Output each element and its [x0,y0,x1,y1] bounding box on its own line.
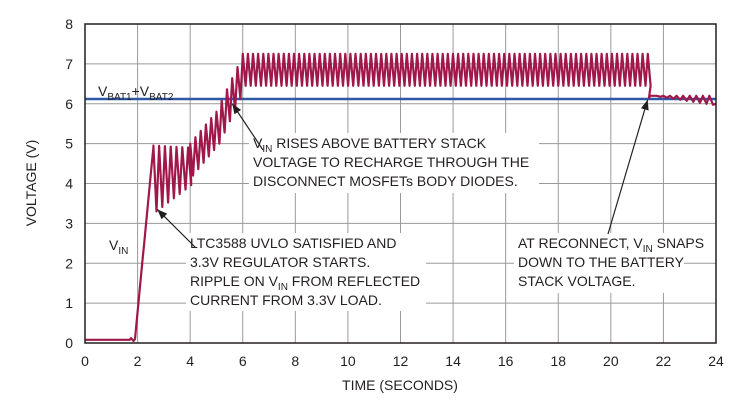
x-tick-label: 8 [291,353,299,369]
annotation-text-line: CURRENT FROM 3.3V LOAD. [190,292,382,308]
x-tick-label: 14 [445,353,461,369]
plot-border [84,23,717,344]
annotation-text-line: LTC3588 UVLO SATISFIED AND [190,235,396,251]
y-tick-label: 3 [65,215,73,231]
y-tick-label: 1 [65,295,73,311]
x-tick-label: 6 [239,353,247,369]
y-tick-label: 5 [65,136,73,152]
annotation-uvlo: LTC3588 UVLO SATISFIED AND 3.3V REGULATOR… [156,208,426,311]
reference-line-label: VBAT1+VBAT2 [98,83,174,103]
x-tick-label: 0 [81,353,89,369]
annotation-background [186,233,426,311]
y-tick-label: 4 [65,176,73,192]
x-tick-label: 12 [393,353,409,369]
y-tick-label: 0 [65,335,73,351]
annotation-arrow-line [607,99,649,235]
annotation-background [249,133,539,193]
x-tick-label: 20 [603,353,619,369]
plot-frame [84,23,717,344]
y-tick-label: 2 [65,255,73,271]
annotation-text-line: VOLTAGE TO RECHARGE THROUGH THE [253,154,529,170]
annotation-arrow-head [232,103,242,115]
vin-series-label: VIN [109,237,128,257]
x-tick-label: 10 [340,353,356,369]
y-tick-label: 7 [65,56,73,72]
annotation-text-line: RIPPLE ON VIN FROM REFLECTED [190,273,420,293]
x-tick-label: 22 [656,353,672,369]
x-tick-label: 24 [708,353,724,369]
vin-trace-group [85,52,717,343]
annotation-text-line: STACK VOLTAGE. [518,273,635,289]
annotation-text-line: AT RECONNECT, VIN SNAPS [518,235,704,255]
y-tick-label: 8 [65,16,73,32]
x-tick-label: 4 [186,353,194,369]
y-tick-label: 6 [65,96,73,112]
annotation-text-line: DOWN TO THE BATTERY [518,254,685,270]
vin-trace [85,52,717,343]
x-tick-label: 16 [498,353,514,369]
annotation-background [514,233,684,293]
x-tick-label: 2 [134,353,142,369]
x-axis-title: TIME (SECONDS) [342,377,458,393]
annotation-text-line: DISCONNECT MOSFETs BODY DIODES. [253,173,518,189]
annotation-arrow-head [157,209,168,220]
annotation-text-line: 3.3V REGULATOR STARTS. [190,254,370,270]
annotation-arrow-head [640,99,649,111]
y-axis-title: VOLTAGE (V) [23,140,39,227]
x-tick-label: 18 [550,353,566,369]
